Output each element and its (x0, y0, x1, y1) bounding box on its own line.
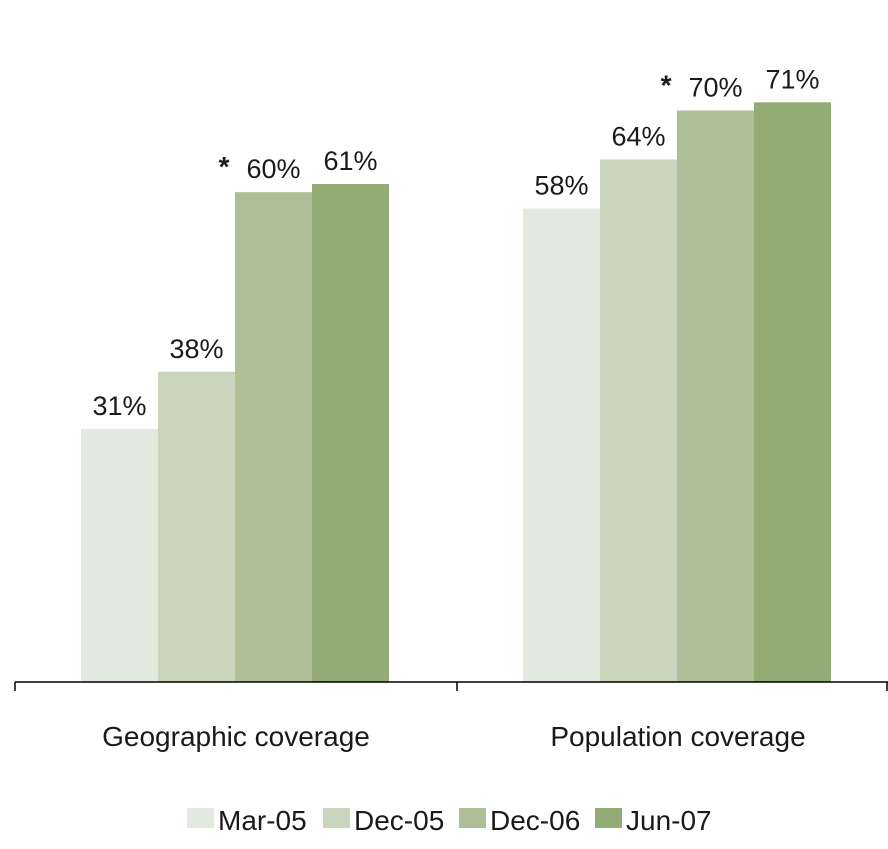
bars (81, 102, 831, 683)
legend-label-dec-06: Dec-06 (490, 805, 580, 836)
x-axis: Geographic coverage Population coverage (14, 681, 888, 752)
data-label-geographic-coverage-mar-05: 31% (92, 391, 146, 421)
bar-population-coverage-jun-07 (754, 102, 831, 682)
legend-swatch-dec-06 (459, 808, 486, 828)
legend-swatch-jun-07 (595, 808, 622, 828)
category-label-geographic-coverage: Geographic coverage (102, 721, 370, 752)
data-label-population-coverage-dec-06: 70% (688, 73, 742, 103)
bar-geographic-coverage-jun-07 (312, 183, 389, 682)
category-label-population-coverage: Population coverage (550, 721, 805, 752)
legend-swatch-dec-05 (323, 808, 350, 828)
bar-geographic-coverage-dec-05 (158, 371, 235, 682)
data-label-geographic-coverage-jun-07: 61% (323, 146, 377, 176)
asterisk-marker: * (219, 151, 230, 182)
legend-label-mar-05: Mar-05 (218, 805, 307, 836)
legend-swatch-mar-05 (187, 808, 214, 828)
bar-geographic-coverage-dec-06 (235, 192, 312, 682)
data-label-geographic-coverage-dec-05: 38% (169, 334, 223, 364)
bar-geographic-coverage-mar-05 (81, 428, 158, 682)
legend: Mar-05 Dec-05 Dec-06 Jun-07 (187, 805, 712, 836)
legend-label-jun-07: Jun-07 (626, 805, 712, 836)
bar-population-coverage-dec-06 (677, 110, 754, 683)
data-label-population-coverage-jun-07: 71% (765, 64, 819, 94)
legend-label-dec-05: Dec-05 (354, 805, 444, 836)
data-label-geographic-coverage-dec-06: 60% (246, 154, 300, 184)
data-label-population-coverage-dec-05: 64% (611, 121, 665, 151)
data-label-population-coverage-mar-05: 58% (534, 170, 588, 200)
bar-population-coverage-dec-05 (600, 159, 677, 682)
data-labels: 31% 38% 60% * 61% 58% 64% 70% * 71% (92, 64, 819, 421)
bar-population-coverage-mar-05 (523, 208, 600, 683)
asterisk-marker: * (661, 70, 672, 101)
